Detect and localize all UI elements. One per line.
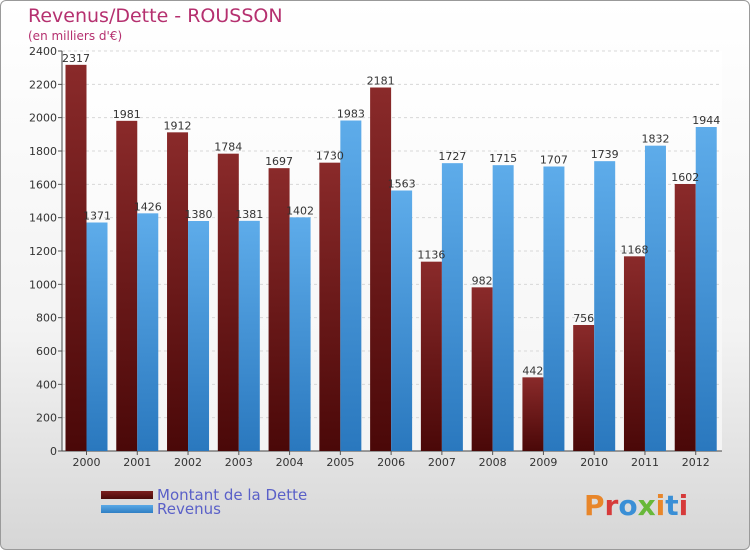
bar-dette <box>370 87 392 451</box>
y-tick-label: 1800 <box>29 145 57 158</box>
logo-letter: i <box>678 489 689 522</box>
x-tick-label: 2001 <box>123 456 151 469</box>
data-label-revenus: 1832 <box>641 133 669 146</box>
bar-revenus <box>289 217 311 451</box>
y-tick-label: 1600 <box>29 178 57 191</box>
y-tick-label: 400 <box>36 378 57 391</box>
data-label-revenus: 1563 <box>388 178 416 191</box>
y-tick-label: 2000 <box>29 112 57 125</box>
y-tick-label: 2200 <box>29 78 57 91</box>
x-tick-label: 2007 <box>428 456 456 469</box>
bar-dette <box>65 64 87 452</box>
chart-title: Revenus/Dette - ROUSSON <box>28 5 283 27</box>
bar-dette <box>116 120 138 451</box>
bar-dette <box>471 287 493 451</box>
y-tick-label: 0 <box>50 445 57 458</box>
data-label-revenus: 1727 <box>438 150 466 163</box>
chart-subtitle: (en milliers d'€) <box>28 29 123 43</box>
y-tick-label: 2400 <box>29 45 57 58</box>
bar-revenus <box>238 220 260 451</box>
bar-revenus <box>695 127 717 451</box>
bar-revenus <box>492 165 514 451</box>
bar-revenus <box>441 163 463 451</box>
y-tick-label: 200 <box>36 412 57 425</box>
bar-revenus <box>391 190 413 451</box>
logo-letter: o <box>618 489 638 522</box>
bar-dette <box>167 132 189 452</box>
data-label-revenus: 1371 <box>83 210 111 223</box>
bar-dette <box>217 153 239 451</box>
logo-letter: i <box>655 489 666 522</box>
x-tick-label: 2000 <box>73 456 101 469</box>
data-label-revenus: 1715 <box>489 152 517 165</box>
bar-revenus <box>340 120 362 451</box>
data-label-dette: 2317 <box>62 52 90 65</box>
data-label-dette: 1136 <box>417 249 445 262</box>
bar-dette <box>319 162 341 451</box>
bar-revenus <box>86 222 108 451</box>
data-label-dette: 1784 <box>214 141 242 154</box>
y-tick-label: 800 <box>36 312 57 325</box>
x-tick-label: 2003 <box>225 456 253 469</box>
data-label-revenus: 1739 <box>591 148 619 161</box>
data-label-dette: 442 <box>522 364 543 377</box>
x-tick-label: 2006 <box>377 456 405 469</box>
legend-item-revenus: Revenus <box>101 500 221 518</box>
x-tick-label: 2012 <box>682 456 710 469</box>
y-tick-label: 1400 <box>29 212 57 225</box>
bar-revenus <box>644 145 666 451</box>
bar-dette <box>522 377 544 451</box>
bar-dette <box>420 261 442 451</box>
data-label-revenus: 1381 <box>235 208 263 221</box>
data-label-revenus: 1944 <box>692 114 720 127</box>
y-tick-label: 600 <box>36 345 57 358</box>
x-tick-label: 2008 <box>479 456 507 469</box>
y-tick-label: 1000 <box>29 278 57 291</box>
bar-revenus <box>188 221 210 451</box>
x-tick-label: 2004 <box>276 456 304 469</box>
data-label-dette: 2181 <box>367 75 395 88</box>
bar-dette <box>674 184 696 451</box>
data-label-revenus: 1707 <box>540 154 568 167</box>
x-tick-label: 2002 <box>174 456 202 469</box>
logo-letter: r <box>604 489 619 522</box>
bar-dette <box>573 325 595 451</box>
data-label-dette: 1981 <box>113 108 141 121</box>
logo-letter: P <box>584 489 605 522</box>
x-tick-label: 2011 <box>631 456 659 469</box>
data-label-dette: 1168 <box>620 243 648 256</box>
data-label-dette: 982 <box>472 274 493 287</box>
data-label-revenus: 1426 <box>134 200 162 213</box>
data-label-dette: 1730 <box>316 150 344 163</box>
proxiti-logo: Proxiti <box>584 489 688 522</box>
bar-revenus <box>137 213 159 451</box>
x-tick-label: 2010 <box>580 456 608 469</box>
legend-label-revenus: Revenus <box>157 500 221 518</box>
logo-letter: t <box>665 489 679 522</box>
bar-dette <box>268 168 290 451</box>
legend-label-dette: Montant de la Dette <box>157 486 308 504</box>
legend-item-dette: Montant de la Dette <box>101 486 308 504</box>
legend-swatch-dette <box>101 491 153 499</box>
bar-revenus <box>543 166 565 451</box>
data-label-dette: 1912 <box>164 119 192 132</box>
bar-dette <box>623 256 645 451</box>
data-label-revenus: 1983 <box>337 108 365 121</box>
legend-swatch-revenus <box>101 505 153 513</box>
data-label-revenus: 1402 <box>286 204 314 217</box>
data-label-dette: 756 <box>573 312 594 325</box>
data-label-dette: 1602 <box>671 171 699 184</box>
bar-revenus <box>594 161 616 451</box>
data-label-dette: 1697 <box>265 155 293 168</box>
y-tick-label: 1200 <box>29 245 57 258</box>
logo-letter: x <box>637 489 656 522</box>
data-label-revenus: 1380 <box>185 208 213 221</box>
x-tick-label: 2005 <box>326 456 354 469</box>
x-tick-label: 2009 <box>529 456 557 469</box>
